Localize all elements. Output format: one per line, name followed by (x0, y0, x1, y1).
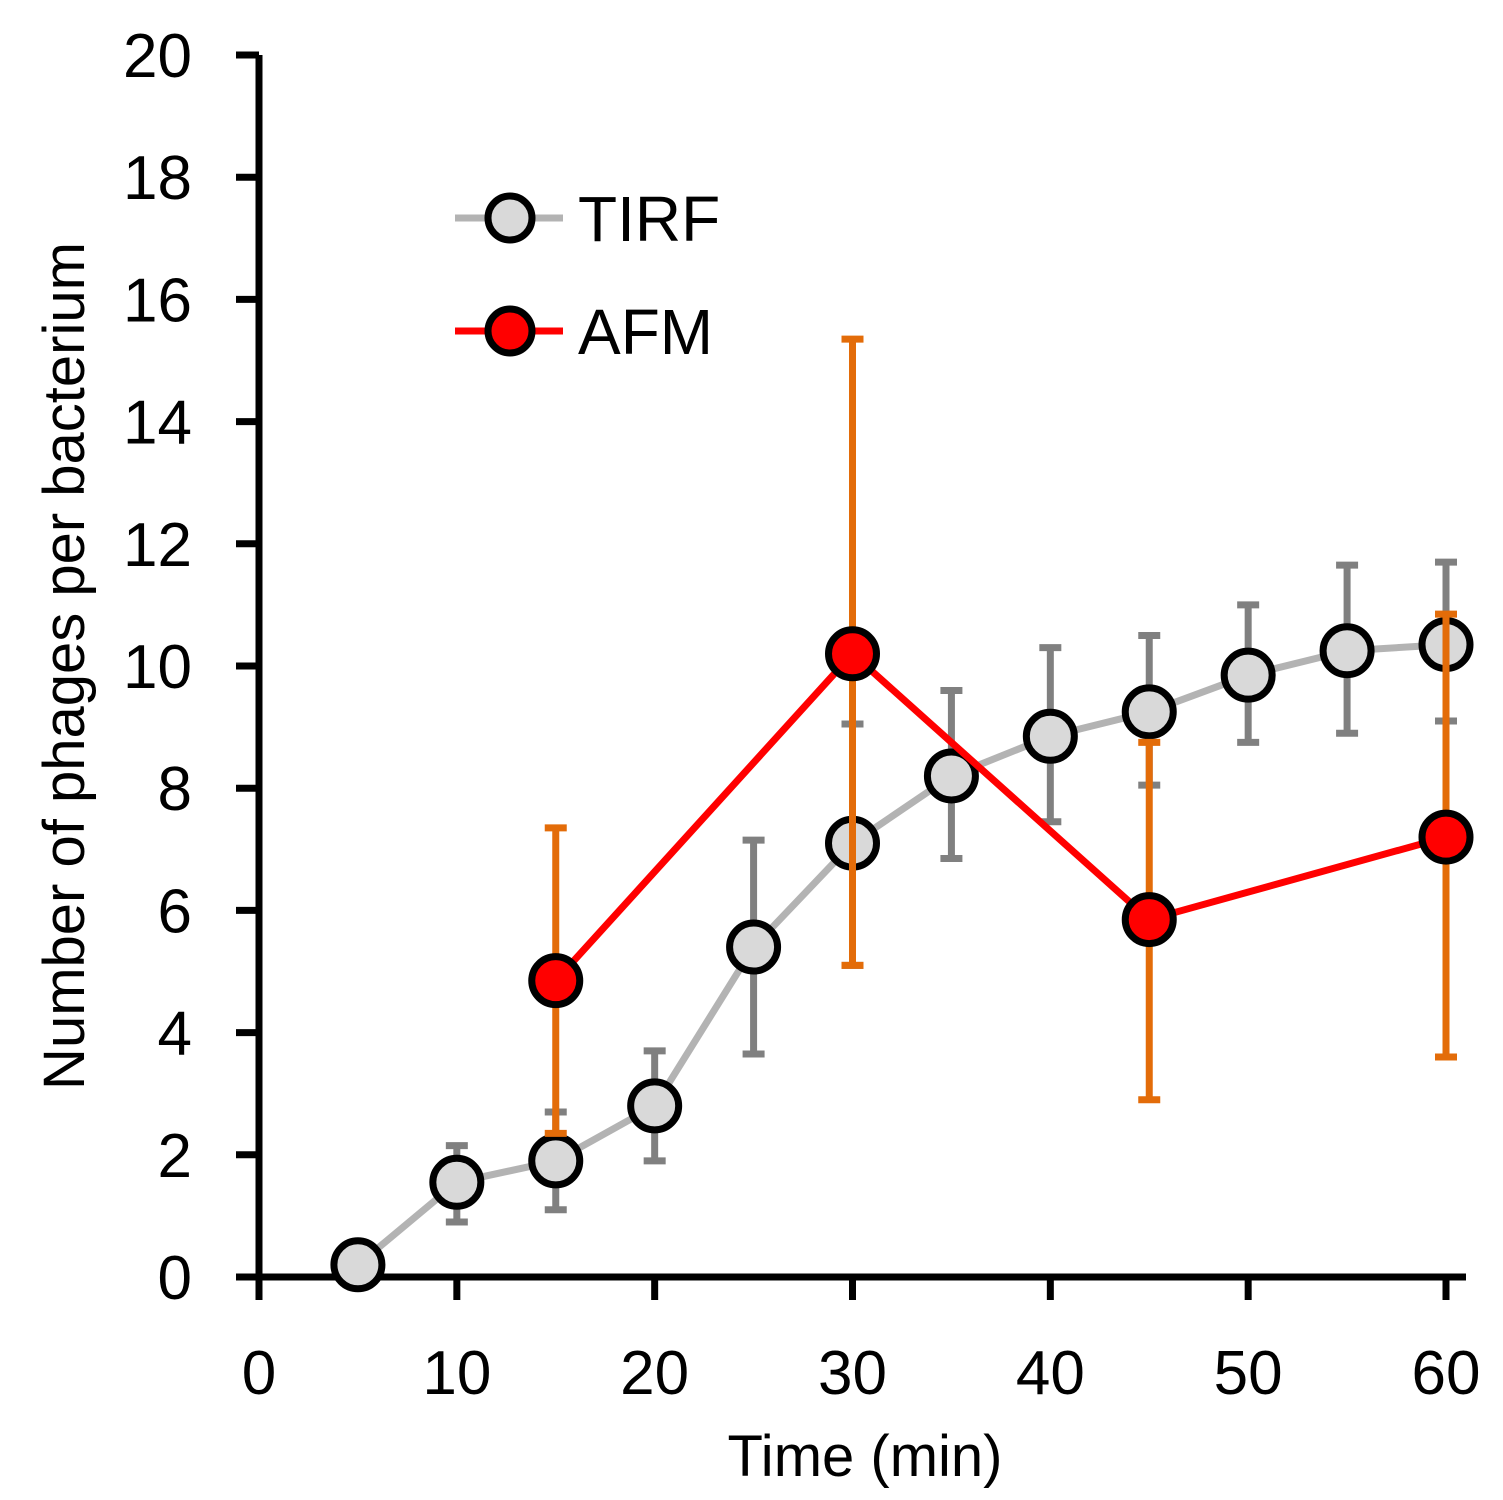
data-point (1220, 647, 1276, 703)
y-axis-title: Number of phages per bacterium (32, 242, 97, 1090)
y-tick-label: 16 (123, 266, 192, 335)
data-point (528, 953, 584, 1009)
y-tick-label: 4 (158, 1000, 192, 1069)
legend: TIRF AFM (455, 183, 720, 368)
x-axis-title: Time (min) (728, 1424, 1003, 1489)
data-point (825, 626, 880, 682)
data-point (923, 748, 979, 804)
y-tick-label: 14 (123, 389, 192, 458)
data-point (1319, 623, 1375, 679)
x-tick-label: 60 (1412, 1339, 1481, 1408)
data-point (1022, 708, 1078, 764)
data-point (1121, 892, 1177, 948)
series-line (553, 650, 1447, 984)
x-ticks: 0 10 20 30 40 50 60 (242, 1277, 1481, 1408)
data-point (627, 1078, 683, 1134)
y-tick-label: 12 (123, 511, 192, 580)
axes: 0 2 4 6 8 10 12 14 16 18 20 0 10 20 30 40 50 60 (123, 22, 1480, 1408)
legend-tirf-marker (484, 192, 536, 244)
series-afm (528, 335, 1474, 1137)
y-ticks: 0 2 4 6 8 10 12 14 16 18 20 (123, 22, 259, 1313)
series-layer (330, 335, 1474, 1293)
data-point (1418, 809, 1474, 865)
y-tick-label: 10 (123, 633, 192, 702)
series-line (355, 641, 1447, 1268)
series-tirf (330, 558, 1474, 1293)
legend-afm-marker (484, 305, 536, 357)
y-tick-label: 20 (123, 22, 192, 91)
data-point (726, 919, 782, 975)
data-point (528, 1133, 584, 1189)
x-tick-label: 40 (1016, 1339, 1085, 1408)
data-point (330, 1237, 386, 1293)
y-tick-label: 18 (123, 144, 192, 213)
legend-afm-label: AFM (578, 296, 713, 368)
y-tick-label: 8 (158, 755, 192, 824)
x-tick-label: 30 (818, 1339, 887, 1408)
legend-tirf-label: TIRF (578, 183, 720, 255)
data-point (1121, 684, 1177, 740)
y-tick-label: 6 (158, 877, 192, 946)
y-tick-label: 2 (158, 1122, 192, 1191)
y-tick-label: 0 (158, 1244, 192, 1313)
x-tick-label: 0 (242, 1339, 276, 1408)
x-tick-label: 20 (620, 1339, 689, 1408)
x-tick-label: 10 (422, 1339, 491, 1408)
data-point (429, 1154, 485, 1210)
x-tick-label: 50 (1214, 1339, 1283, 1408)
